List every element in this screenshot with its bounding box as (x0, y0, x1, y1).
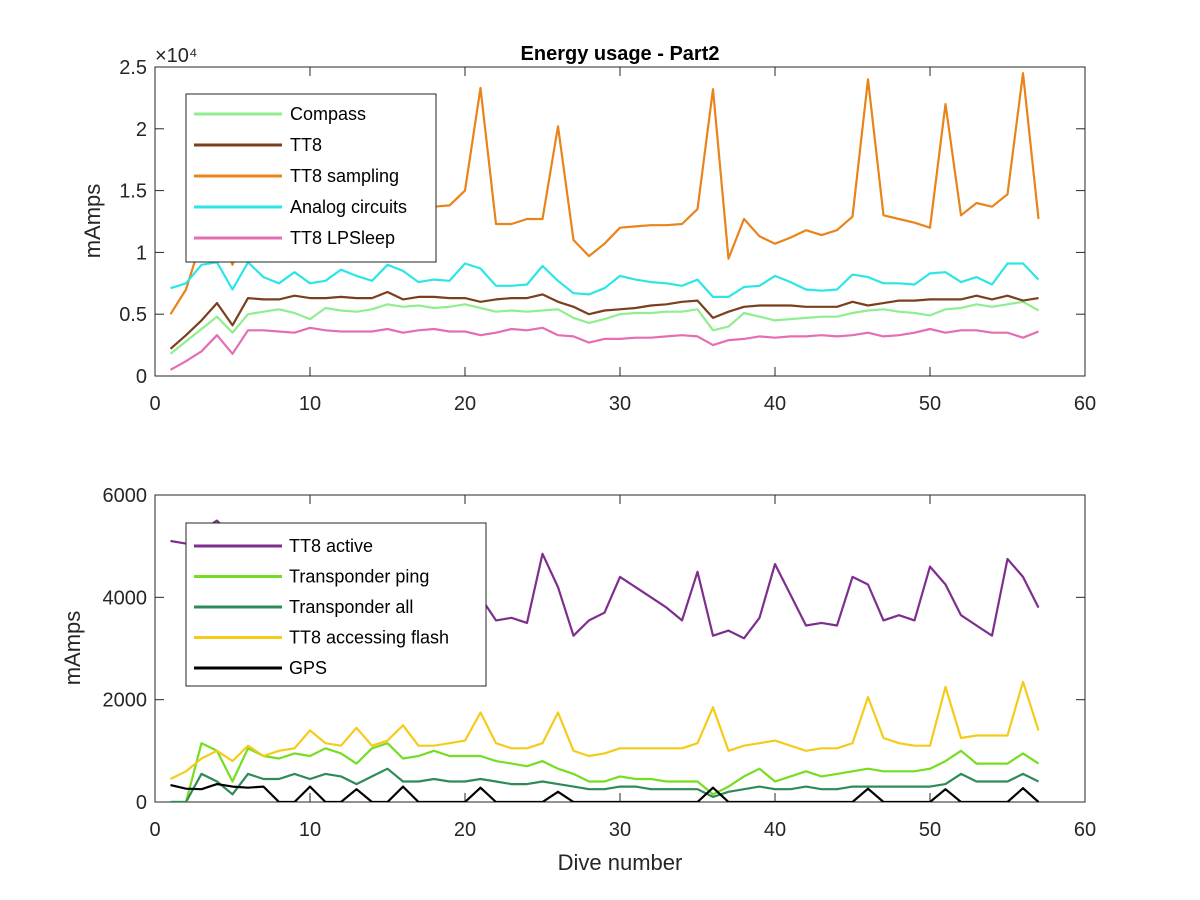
bottom-legend: TT8 active Transponder ping Transponder al… (185, 522, 487, 687)
y-tick-label: 2 (136, 119, 147, 141)
x-tick-label: 60 (1074, 393, 1096, 415)
series-line-transponder-ping (170, 742, 1040, 802)
series-line-tt8 (169, 290, 1039, 350)
legend-label-tt8: TT8 (290, 135, 322, 155)
x-tick-label: 10 (299, 819, 321, 841)
top-chart: Energy usage - Part2 0 10 20 30 40 50 60 0 0.5 1… (80, 43, 1096, 415)
x-tick-label: 30 (609, 819, 631, 841)
x-tick-label: 30 (609, 393, 631, 415)
bottom-y-axis-label: mAmps (60, 611, 85, 686)
series-line-gps (170, 782, 1040, 802)
x-tick-label: 20 (454, 393, 476, 415)
x-tick-label: 60 (1074, 819, 1096, 841)
top-exponent-label: ×10⁴ (155, 45, 198, 67)
bottom-legend-box (185, 522, 487, 687)
legend-label-tt8-lpsleep: TT8 LPSleep (290, 228, 395, 248)
top-y-ticks: 0 0.5 1 1.5 2 2.5 (119, 57, 1085, 388)
legend-label-gps: GPS (289, 658, 327, 678)
series-line-tt8-lpsleep (169, 326, 1039, 371)
series-line-transponder-all (170, 767, 1039, 802)
legend-label-tt8-accessing-flash: TT8 accessing flash (289, 628, 449, 648)
chart-title: Energy usage - Part2 (521, 43, 720, 65)
y-tick-label: 2000 (103, 690, 148, 712)
bottom-x-ticks: 0 10 20 30 40 50 60 (149, 495, 1096, 841)
legend-label-compass: Compass (290, 104, 366, 124)
bottom-series-group (170, 519, 1040, 802)
x-tick-label: 0 (149, 393, 160, 415)
y-tick-label: 1 (136, 242, 147, 264)
y-tick-label: 0 (136, 792, 147, 814)
legend-label-tt8-sampling: TT8 sampling (290, 166, 399, 186)
series-line-tt8-accessing-flash (170, 680, 1040, 780)
top-x-ticks: 0 10 20 30 40 50 60 (149, 67, 1096, 415)
legend-label-analog-circuits: Analog circuits (290, 197, 407, 217)
bottom-legend-items: TT8 active Transponder ping Transponder al… (194, 536, 449, 678)
top-legend: Compass TT8 TT8 sampling Analog circuits TT8… (185, 93, 437, 263)
y-tick-label: 0 (136, 366, 147, 388)
x-tick-label: 20 (454, 819, 476, 841)
x-tick-label: 40 (764, 393, 786, 415)
x-tick-label: 40 (764, 819, 786, 841)
y-tick-label: 0.5 (119, 304, 147, 326)
top-legend-box (185, 93, 437, 263)
top-legend-items: Compass TT8 TT8 sampling Analog circuits TT8… (194, 104, 407, 248)
legend-label-transponder-ping: Transponder ping (289, 567, 429, 587)
y-tick-label: 2.5 (119, 57, 147, 79)
bottom-y-ticks: 0 2000 4000 6000 (103, 485, 1085, 814)
x-tick-label: 0 (149, 819, 160, 841)
x-tick-label: 50 (919, 819, 941, 841)
legend-label-transponder-all: Transponder all (289, 597, 413, 617)
x-tick-label: 50 (919, 393, 941, 415)
x-tick-label: 10 (299, 393, 321, 415)
top-y-axis-label: mAmps (80, 184, 105, 259)
y-tick-label: 4000 (103, 587, 148, 609)
y-tick-label: 1.5 (119, 181, 147, 203)
y-tick-label: 6000 (103, 485, 148, 507)
bottom-x-axis-label: Dive number (558, 850, 683, 875)
legend-label-tt8-active: TT8 active (289, 536, 373, 556)
series-line-compass (169, 300, 1040, 355)
series-line-analog-circuits (170, 261, 1040, 298)
